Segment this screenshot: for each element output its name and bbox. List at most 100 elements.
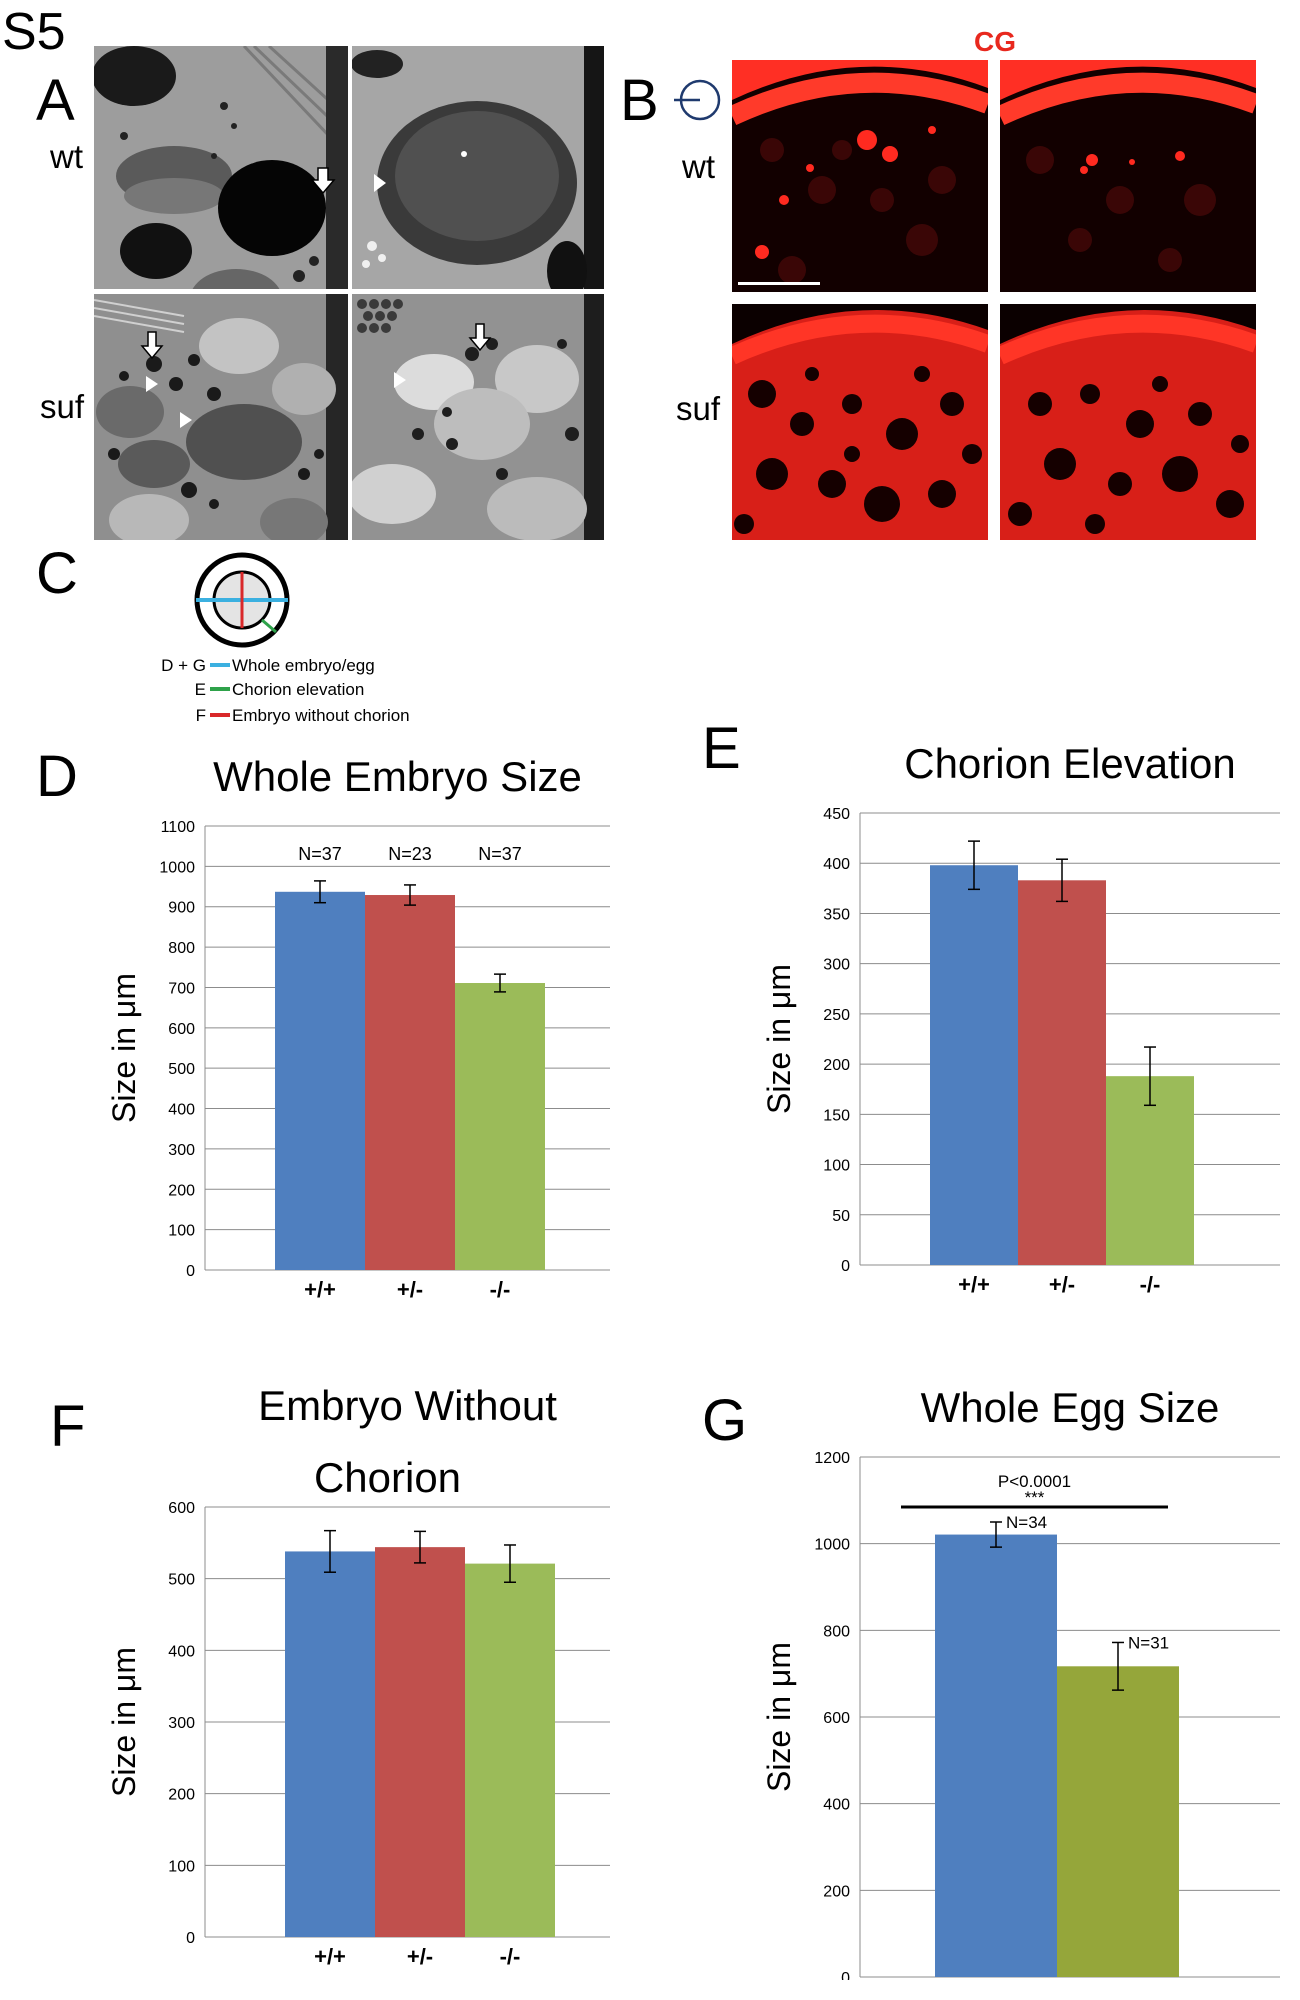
y-tick-label: 100	[823, 1158, 850, 1175]
y-tick-label: 300	[168, 1142, 195, 1159]
panel-b-letter: B	[620, 68, 659, 133]
em-image-wt-right	[352, 46, 604, 289]
x-tick-label: +/+	[304, 1277, 336, 1302]
y-tick-label: 800	[168, 940, 195, 957]
y-tick-label: 1100	[161, 819, 196, 836]
confocal-image-wt-left	[732, 60, 988, 292]
em-image-suf-left-drawing	[94, 294, 348, 540]
panel-a-row-suf: suf	[40, 388, 85, 425]
bar	[365, 895, 455, 1270]
y-tick-label: 300	[823, 957, 850, 974]
y-tick-label: 200	[823, 1057, 850, 1074]
chart-title: Whole Embryo Size	[213, 753, 582, 800]
y-axis-label: Size in μm	[106, 1647, 142, 1797]
legend-key: D + G	[161, 656, 206, 675]
panel-a-letter: A	[36, 68, 75, 133]
n-label: N=34	[1006, 1513, 1047, 1532]
chart-title: Chorion	[314, 1454, 461, 1501]
x-tick-label: +/+	[314, 1944, 346, 1969]
x-tick-label: +/-	[407, 1944, 433, 1969]
y-tick-label: 200	[168, 1787, 195, 1804]
y-tick-label: 500	[168, 1572, 195, 1589]
em-image-suf-left	[94, 294, 348, 540]
y-tick-label: 0	[186, 1930, 195, 1947]
panel-b-row-suf: suf	[676, 390, 721, 427]
y-axis-label: Size in μm	[106, 973, 142, 1123]
panel-a-row-wt: wt	[50, 138, 83, 175]
significance-stars: ***	[1025, 1488, 1045, 1507]
y-axis-label: Size in μm	[761, 1642, 797, 1792]
y-tick-label: 0	[186, 1263, 195, 1280]
x-tick-label: +/+	[958, 1272, 990, 1297]
y-tick-label: 600	[823, 1710, 850, 1727]
significance-p-label: P<0.0001	[998, 1472, 1071, 1491]
x-tick-label: -/-	[490, 1277, 511, 1302]
x-tick-label: +/-	[397, 1277, 423, 1302]
legend-key: E	[194, 680, 206, 699]
y-tick-label: 500	[168, 1061, 195, 1078]
panel-c-letter: C	[36, 541, 78, 606]
y-tick-label: 1000	[814, 1537, 850, 1554]
bar	[930, 865, 1018, 1265]
y-tick-label: 300	[168, 1715, 195, 1732]
legend-swatch	[210, 663, 230, 667]
em-image-suf-right	[352, 294, 604, 540]
y-tick-label: 1000	[159, 859, 195, 876]
legend-key: F	[195, 706, 206, 725]
confocal-image-wt-left-drawing	[732, 60, 988, 292]
bar	[285, 1551, 375, 1937]
figure-id-label: S5	[2, 3, 66, 61]
em-image-wt-left	[94, 46, 348, 289]
em-image-wt-right-drawing	[352, 46, 604, 289]
x-tick-label: +/-	[1049, 1272, 1075, 1297]
egg-schematic-icon	[194, 552, 290, 648]
y-tick-label: 50	[832, 1208, 850, 1225]
y-tick-label: 400	[823, 1797, 850, 1814]
orientation-icon	[674, 79, 721, 121]
legend-text: Whole embryo/egg	[232, 656, 375, 675]
y-tick-label: 900	[168, 900, 195, 917]
legend-text: Chorion elevation	[232, 680, 365, 699]
legend-row-whole: D + G Whole embryo/egg	[60, 655, 420, 677]
chart-title: Embryo Without	[258, 1382, 557, 1429]
chart-title: Chorion Elevation	[904, 740, 1236, 787]
n-label: N=31	[1128, 1633, 1169, 1652]
x-tick-label: -/-	[500, 1944, 521, 1969]
bar	[1057, 1666, 1179, 1977]
chart-chorion-elevation: 0 50 100 150 200 250 300 350 400 450 Chorion Eleva…	[761, 740, 1280, 1297]
y-tick-label: 400	[823, 856, 850, 873]
y-tick-label: 600	[168, 1500, 195, 1517]
y-tick-label: 0	[841, 1970, 850, 1980]
legend-swatch	[210, 713, 230, 717]
confocal-image-wt-right-drawing	[1000, 60, 1256, 292]
y-axis-label: Size in μm	[761, 964, 797, 1114]
y-tick-label: 700	[168, 980, 195, 997]
y-tick-label: 450	[823, 806, 850, 823]
panel-b-stain-label: CG	[974, 26, 1016, 57]
y-tick-label: 800	[823, 1623, 850, 1640]
y-tick-label: 200	[823, 1883, 850, 1900]
y-tick-label: 0	[841, 1258, 850, 1275]
x-tick-label: -/-	[1140, 1272, 1161, 1297]
y-tick-label: 600	[168, 1021, 195, 1038]
y-tick-label: 150	[823, 1107, 850, 1124]
y-tick-label: 400	[168, 1102, 195, 1119]
chart-whole-embryo-size: 0 100 200 300 400 500 600 700 800 900 1000 1100 Whol…	[106, 753, 610, 1302]
confocal-image-suf-left	[732, 304, 988, 540]
panel-g-letter: G	[702, 1388, 748, 1453]
n-label: N=37	[298, 844, 342, 864]
bar	[375, 1547, 465, 1937]
bar	[1018, 880, 1106, 1265]
y-tick-label: 200	[168, 1182, 195, 1199]
bar	[275, 891, 365, 1270]
legend-row-embryo: F Embryo without chorion	[60, 705, 420, 727]
em-image-wt-left-drawing	[94, 46, 348, 289]
confocal-image-suf-right	[1000, 304, 1256, 540]
y-tick-label: 400	[168, 1643, 195, 1660]
confocal-image-wt-right	[1000, 60, 1256, 292]
chart-whole-egg-size: 0 200 400 600 800 1000 1200 Whole Egg Size Size …	[761, 1384, 1280, 1980]
panel-b-row-wt: wt	[682, 148, 715, 185]
n-label: N=37	[478, 844, 522, 864]
y-tick-label: 350	[823, 906, 850, 923]
chart-embryo-without-chorion: 0 100 200 300 400 500 600 Embryo Without Chorion…	[106, 1382, 610, 1969]
